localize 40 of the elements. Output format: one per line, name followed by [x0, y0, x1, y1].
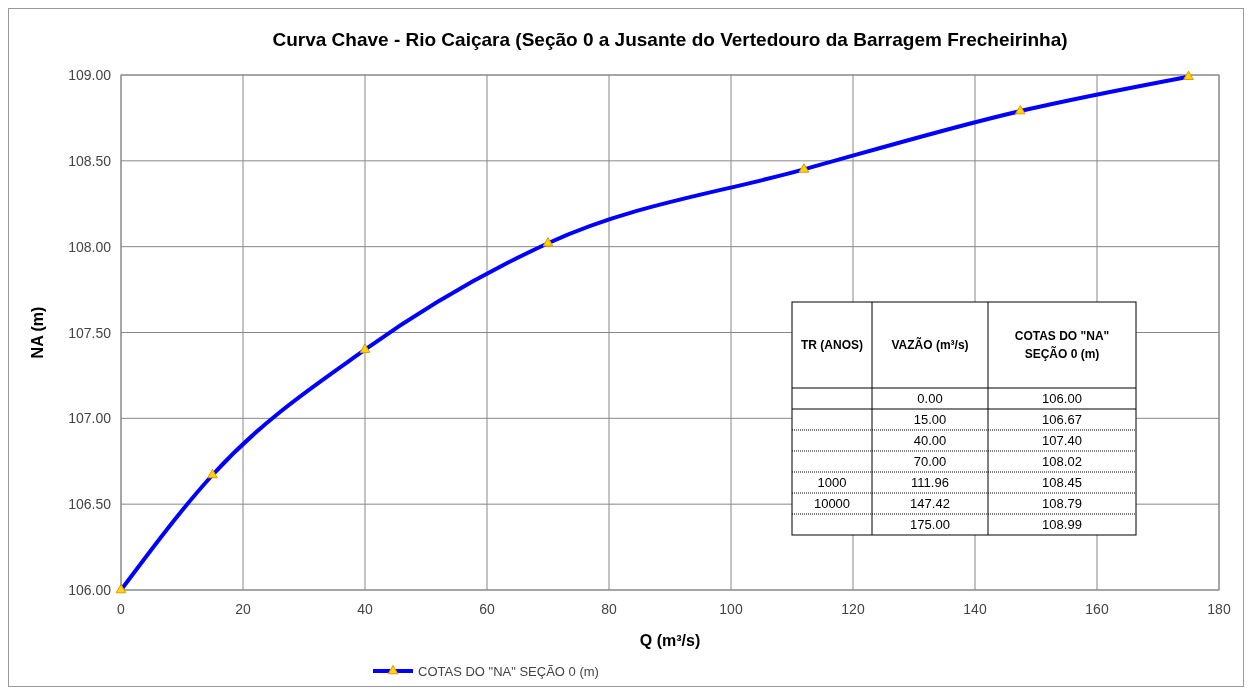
- x-tick-label: 120: [841, 601, 865, 617]
- annotation: TR (ANOS): [801, 338, 863, 352]
- y-tick-label: 106.50: [68, 496, 112, 513]
- annotation: 10000: [813, 496, 851, 511]
- annotation: 106.67: [1042, 412, 1082, 427]
- annotation: 70.00: [913, 454, 947, 469]
- x-tick-label: 80: [601, 601, 617, 617]
- x-tick-label: 60: [479, 601, 495, 617]
- y-tick-label: 106.00: [68, 582, 112, 598]
- annotation: VAZÃO (m³/s): [891, 337, 969, 352]
- y-axis-title: NA (m): [29, 306, 46, 359]
- annotation: 106.00: [1042, 391, 1082, 406]
- y-tick-label: 108.00: [68, 238, 112, 255]
- x-axis-title: Q (m³/s): [639, 632, 701, 649]
- y-tick-label: 108.50: [68, 152, 112, 169]
- annotation: 15.00: [913, 412, 947, 427]
- x-tick-label: 20: [235, 601, 251, 617]
- legend-label: COTAS DO "NA" SEÇÃO 0 (m): [418, 664, 599, 679]
- x-tick-label: 40: [357, 601, 373, 617]
- y-tick-label: 109.00: [68, 67, 112, 83]
- y-tick-label: 107.00: [68, 410, 112, 427]
- annotation: 108.79: [1042, 496, 1082, 511]
- annotation: 108.99: [1042, 517, 1082, 532]
- annotation: COTAS DO "NA" SEÇÃO 0 (m): [1014, 329, 1110, 361]
- annotation: 111.96: [911, 475, 949, 490]
- chart-title: Curva Chave - Rio Caiçara (Seção 0 a Jusante do Vertedouro da Barragem Frecheirinha): [272, 29, 1068, 50]
- annotation: 147.42: [910, 496, 950, 511]
- x-tick-label: 100: [719, 601, 743, 617]
- annotation: 175.00: [910, 517, 950, 532]
- x-tick-label: 160: [1085, 601, 1109, 617]
- x-tick-label: 140: [963, 601, 987, 617]
- y-tick-label: 107.50: [68, 324, 112, 341]
- annotation: 1000: [817, 475, 847, 490]
- x-tick-label: 0: [117, 601, 126, 617]
- annotation: 108.02: [1042, 454, 1082, 469]
- annotation: 40.00: [913, 433, 947, 448]
- x-tick-label: 180: [1207, 601, 1231, 617]
- annotation: 108.45: [1042, 475, 1082, 490]
- annotation: 0.00: [917, 391, 943, 406]
- annotation: 107.40: [1042, 433, 1082, 448]
